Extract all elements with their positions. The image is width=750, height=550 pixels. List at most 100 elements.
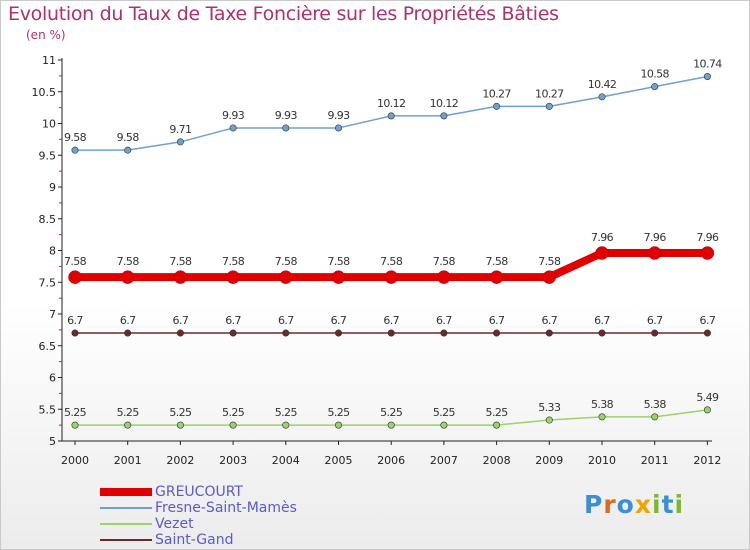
data-point	[387, 329, 395, 337]
chart-title: Evolution du Taux de Taxe Foncière sur l…	[8, 3, 559, 25]
data-point	[493, 329, 501, 337]
data-label: 10.27	[482, 87, 511, 100]
x-tick-label: 2002	[166, 454, 194, 467]
data-label: 7.58	[538, 255, 561, 268]
data-label: 9.93	[222, 109, 245, 122]
data-point	[282, 124, 290, 132]
y-tick-label: 6	[49, 372, 56, 385]
data-label: 6.7	[120, 314, 136, 327]
data-point	[71, 421, 79, 429]
data-label: 9.93	[327, 109, 350, 122]
data-point	[489, 270, 504, 284]
data-label: 5.25	[64, 406, 87, 419]
data-label: 7.96	[644, 231, 667, 244]
data-point	[542, 270, 557, 284]
data-label: 6.7	[541, 314, 557, 327]
data-point	[282, 421, 290, 429]
data-label: 6.7	[225, 314, 241, 327]
data-point	[493, 421, 501, 429]
data-label: 5.25	[117, 406, 140, 419]
data-label: 5.33	[538, 401, 561, 414]
data-label: 6.7	[647, 314, 663, 327]
x-tick-label: 2006	[377, 454, 405, 467]
y-tick-label: 6.5	[39, 340, 57, 353]
data-point	[71, 329, 79, 337]
data-label: 5.25	[486, 406, 509, 419]
y-tick-label: 5.5	[39, 403, 57, 416]
legend-label: Saint-Gand	[155, 532, 234, 548]
x-tick-label: 2011	[641, 454, 669, 467]
x-tick-label: 2010	[588, 454, 616, 467]
legend-swatch	[100, 523, 152, 525]
data-point	[595, 246, 609, 260]
legend-swatch	[100, 507, 152, 509]
data-label: 10.74	[693, 58, 722, 71]
data-label: 5.25	[380, 406, 403, 419]
data-label: 7.58	[275, 255, 298, 268]
data-point	[124, 329, 132, 337]
x-tick-label: 2003	[219, 454, 247, 467]
x-tick-label: 2005	[325, 454, 353, 467]
data-point	[229, 329, 237, 337]
data-label: 6.7	[278, 314, 294, 327]
y-tick-label: 5	[49, 435, 56, 448]
x-tick-label: 2000	[61, 454, 89, 467]
y-tick-label: 9.5	[39, 149, 57, 162]
legend-label: GREUCOURT	[155, 484, 243, 500]
x-tick-label: 2007	[430, 454, 458, 467]
y-tick-label: 11	[42, 54, 56, 67]
data-label: 5.25	[433, 406, 456, 419]
data-point	[545, 416, 553, 424]
data-point	[71, 146, 79, 154]
data-label: 10.42	[588, 78, 617, 91]
data-label: 5.38	[644, 398, 667, 411]
data-point	[384, 270, 398, 284]
data-label: 10.12	[377, 97, 406, 110]
data-point	[334, 124, 342, 132]
data-label: 9.58	[64, 131, 87, 144]
data-point	[176, 421, 184, 429]
y-tick-label: 8	[49, 245, 56, 258]
data-point	[545, 102, 553, 110]
data-label: 7.58	[117, 255, 140, 268]
data-point	[598, 93, 606, 101]
data-label: 6.7	[700, 314, 716, 327]
proxiti-logo: Proxiti	[584, 490, 684, 519]
data-point	[120, 270, 135, 284]
data-label: 7.58	[327, 255, 350, 268]
data-point	[545, 329, 553, 337]
data-point	[279, 270, 293, 284]
data-point	[598, 329, 606, 337]
logo-letter: o	[616, 490, 635, 519]
data-point	[387, 421, 395, 429]
y-tick-label: 7.5	[39, 276, 57, 289]
data-label: 5.38	[591, 398, 614, 411]
data-point	[68, 270, 82, 284]
data-label: 7.96	[696, 231, 719, 244]
data-point	[124, 146, 132, 154]
data-label: 10.27	[535, 87, 564, 100]
data-point	[703, 73, 711, 81]
legend-label: Vezet	[155, 516, 194, 532]
data-label: 5.49	[696, 391, 719, 404]
y-tick-label: 8.5	[39, 213, 57, 226]
x-tick-label: 2009	[535, 454, 563, 467]
data-point	[440, 329, 448, 337]
data-point	[651, 413, 659, 421]
data-label: 6.7	[436, 314, 452, 327]
logo-letter: P	[584, 490, 604, 519]
legend-label: Fresne-Saint-Mamès	[155, 500, 297, 516]
data-point	[173, 270, 188, 284]
data-label: 6.7	[383, 314, 399, 327]
data-point	[331, 270, 346, 284]
legend-swatch	[100, 539, 152, 541]
data-point	[440, 112, 448, 120]
logo-letter: r	[603, 490, 617, 519]
data-label: 6.7	[489, 314, 505, 327]
data-point	[703, 329, 711, 337]
data-label: 9.71	[169, 123, 191, 136]
x-tick-label: 2001	[114, 454, 142, 467]
logo-letter: i	[652, 490, 662, 519]
data-point	[700, 246, 715, 260]
